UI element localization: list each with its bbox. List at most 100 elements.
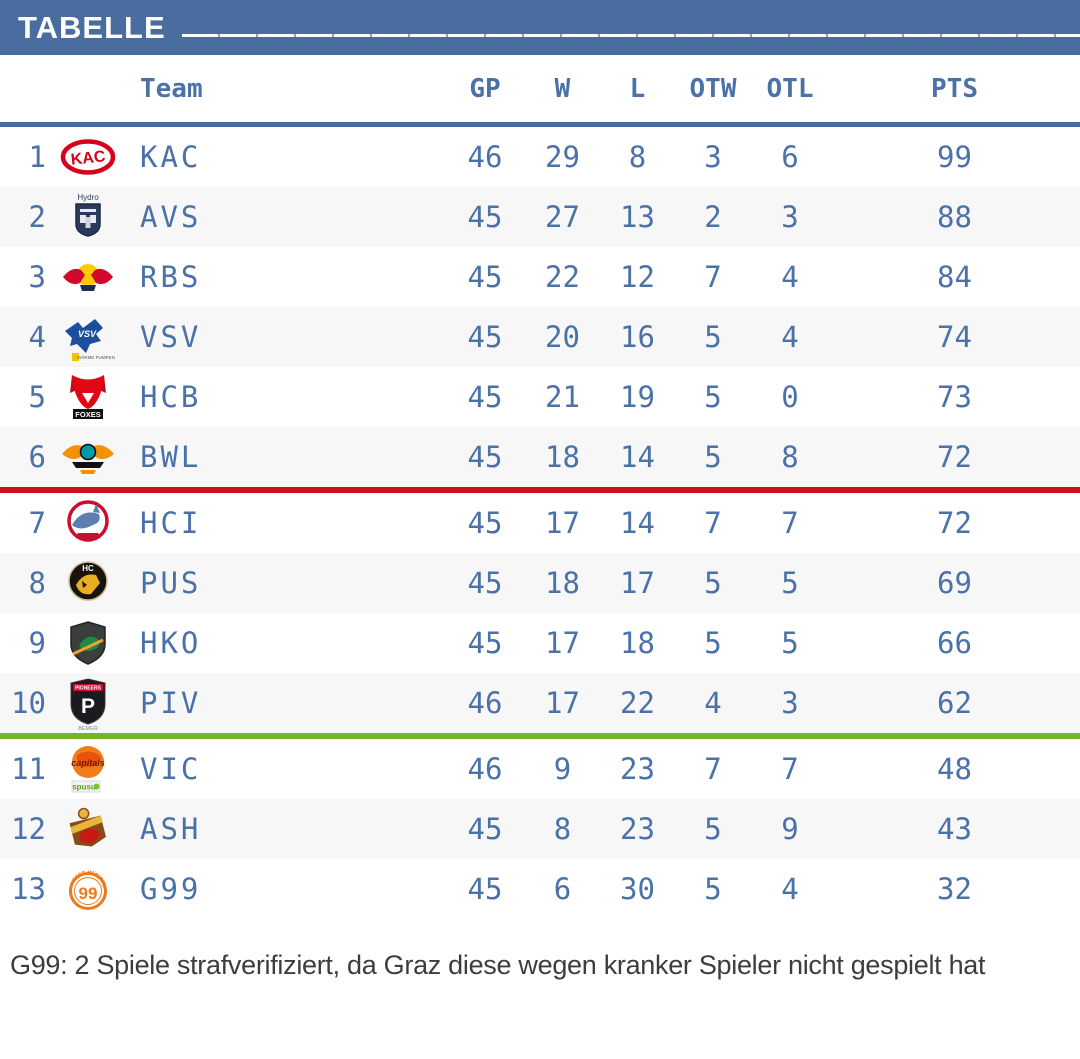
pus-team-logo-icon: HC [67, 561, 108, 601]
otl-value: 5 [781, 566, 799, 600]
hci-team-logo-icon [66, 500, 109, 542]
table-row: 12 ASH 45 8 23 5 9 43 [0, 799, 1080, 859]
hcb-team-logo-icon: FOXES [69, 375, 106, 419]
team-logo-cell: capitals spusu [50, 739, 125, 799]
w-value: 6 [553, 872, 572, 906]
l-value: 8 [628, 140, 647, 174]
otw-value: 5 [704, 626, 722, 660]
pts-value: 73 [937, 380, 972, 414]
team-logo-cell [50, 427, 125, 487]
hko-team-logo-icon [69, 621, 106, 665]
w-value: 8 [553, 812, 572, 846]
team-logo-cell: VSV WÄRME PUMPEN [50, 307, 125, 367]
table-row: 10 PIONEERS P BEMER PIV 46 17 22 4 3 62 [0, 673, 1080, 733]
team-code: KAC [140, 140, 202, 174]
otl-value: 4 [781, 260, 799, 294]
l-value: 16 [620, 320, 655, 354]
rank-cell: 8 [28, 566, 46, 600]
otl-value: 9 [781, 812, 799, 846]
otw-value: 7 [704, 506, 722, 540]
svg-text:HC: HC [82, 564, 94, 573]
team-code: ASH [140, 812, 202, 846]
w-value: 22 [545, 260, 580, 294]
svg-text:BEMER: BEMER [78, 726, 98, 731]
table-row: 1 KAC KAC 46 29 8 3 6 99 [0, 127, 1080, 187]
table-row: 11 capitals spusu VIC 46 9 23 7 7 48 [0, 739, 1080, 799]
team-code: VSV [140, 320, 202, 354]
team-logo-cell: FOXES [50, 367, 125, 427]
gp-value: 45 [467, 812, 503, 846]
pts-value: 32 [937, 872, 972, 906]
svg-text:spusu: spusu [72, 783, 96, 792]
w-value: 18 [545, 440, 580, 474]
otw-value: 5 [704, 812, 722, 846]
footnote-text: G99: 2 Spiele strafverifiziert, da Graz … [10, 950, 986, 980]
otw-value: 5 [704, 440, 722, 474]
gp-column-header: GP [469, 73, 501, 104]
team-code: HKO [140, 626, 202, 660]
gp-value: 45 [467, 566, 503, 600]
otl-value: 3 [781, 200, 799, 234]
svg-text:KAC: KAC [70, 148, 107, 169]
w-value: 17 [545, 506, 580, 540]
team-logo-cell [50, 247, 125, 307]
otw-value: 4 [704, 686, 722, 720]
table-row: 6 BWL 45 18 14 5 8 72 [0, 427, 1080, 487]
team-code: PIV [140, 686, 202, 720]
w-column-header: W [554, 73, 571, 104]
table-row: 2 Hydro AVS 45 27 13 2 3 88 [0, 187, 1080, 247]
table-row: 4 VSV WÄRME PUMPEN VSV 45 20 16 5 4 74 [0, 307, 1080, 367]
rbs-team-logo-icon [62, 264, 113, 291]
rank-cell: 7 [28, 506, 46, 540]
svg-text:FOXES: FOXES [75, 410, 100, 419]
otw-value: 7 [704, 752, 722, 786]
team-code: BWL [140, 440, 202, 474]
gp-value: 45 [467, 200, 503, 234]
pts-value: 72 [937, 440, 972, 474]
gp-value: 45 [467, 440, 503, 474]
title-bar: TABELLE [0, 0, 1080, 55]
rank-cell: 13 [11, 872, 46, 906]
team-logo-cell: Hydro [50, 187, 125, 247]
team-logo-cell: PIONEERS P BEMER [50, 673, 125, 733]
l-value: 18 [620, 626, 655, 660]
otw-value: 3 [704, 140, 722, 174]
otl-value: 6 [781, 140, 799, 174]
otw-value: 5 [704, 872, 722, 906]
rank-cell: 11 [11, 752, 46, 786]
team-column-header: Team [140, 73, 203, 104]
svg-text:VSV: VSV [77, 329, 96, 339]
pts-value: 48 [937, 752, 972, 786]
w-value: 17 [545, 686, 580, 720]
l-value: 14 [620, 440, 655, 474]
w-value: 20 [545, 320, 580, 354]
otl-value: 0 [781, 380, 799, 414]
otw-value: 2 [704, 200, 722, 234]
w-value: 27 [545, 200, 580, 234]
page-title: TABELLE [18, 9, 166, 45]
w-value: 29 [545, 140, 580, 174]
table-row: 13 MOSER MEDICAL 99 G99 45 6 30 5 4 32 [0, 859, 1080, 919]
l-value: 23 [620, 812, 655, 846]
rank-cell: 1 [28, 140, 46, 174]
vic-team-logo-icon: capitals spusu [71, 746, 104, 793]
pts-value: 74 [937, 320, 972, 354]
w-value: 21 [545, 380, 580, 414]
rank-cell: 3 [28, 260, 46, 294]
otw-value: 5 [704, 380, 722, 414]
pts-value: 66 [937, 626, 972, 660]
table-row: 7 HCI 45 17 14 7 7 72 [0, 493, 1080, 553]
table-row: 5 FOXES HCB 45 21 19 5 0 73 [0, 367, 1080, 427]
header-separator-line [0, 122, 1080, 127]
w-value: 17 [545, 626, 580, 660]
kac-team-logo-icon: KAC [60, 139, 115, 175]
l-value: 23 [620, 752, 655, 786]
l-value: 30 [620, 872, 655, 906]
green-separator-line [0, 733, 1080, 739]
rank-cell: 5 [28, 380, 46, 414]
svg-text:PIONEERS: PIONEERS [75, 686, 102, 692]
avs-team-logo-icon: Hydro [74, 193, 101, 237]
team-code: AVS [140, 200, 202, 234]
otl-value: 7 [781, 506, 799, 540]
pts-value: 72 [937, 506, 972, 540]
